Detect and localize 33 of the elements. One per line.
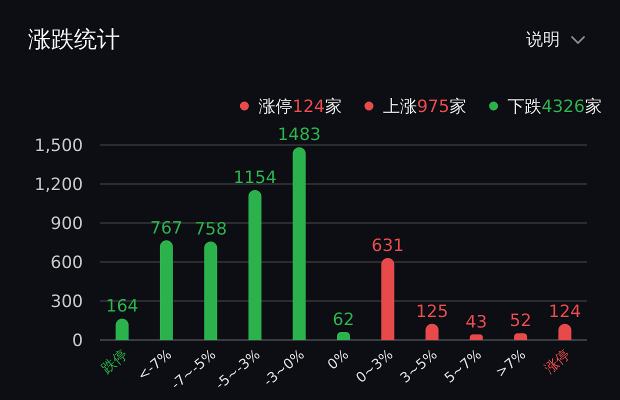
bar xyxy=(470,334,483,340)
y-tick-label: 0 xyxy=(72,330,83,351)
bar xyxy=(204,241,218,340)
y-tick-label: 300 xyxy=(50,292,83,312)
bar xyxy=(381,258,394,340)
data-label: 125 xyxy=(416,302,448,322)
data-label: 1154 xyxy=(233,168,277,188)
data-label: 164 xyxy=(106,296,138,317)
data-label: 43 xyxy=(466,312,488,332)
bar xyxy=(160,240,173,340)
bar xyxy=(292,147,306,340)
data-label: 631 xyxy=(372,236,404,256)
data-label: 1483 xyxy=(278,125,321,146)
data-label: 124 xyxy=(548,302,582,322)
text: 说明 xyxy=(526,30,560,50)
x-tick-label: 跌停 xyxy=(98,346,131,378)
bar xyxy=(116,318,129,340)
text: 涨停124家 xyxy=(258,97,342,117)
text: 上涨975家 xyxy=(382,97,466,117)
bar xyxy=(248,190,262,340)
bar xyxy=(514,333,528,340)
x-tick-label: 0% xyxy=(324,346,352,374)
y-tick-label: 900 xyxy=(50,214,83,234)
data-label: 758 xyxy=(194,219,227,240)
data-label: 52 xyxy=(510,311,532,332)
data-label: 767 xyxy=(150,218,183,238)
x-tick-label: 涨停 xyxy=(542,346,574,378)
y-tick-label: 1,200 xyxy=(34,174,83,195)
text: 下跌4326家 xyxy=(508,97,602,117)
y-tick-label: 600 xyxy=(50,252,83,273)
y-tick-label: 1,500 xyxy=(34,136,83,156)
chart-title: 涨跌统计 xyxy=(28,27,120,53)
data-label: 62 xyxy=(332,310,354,330)
